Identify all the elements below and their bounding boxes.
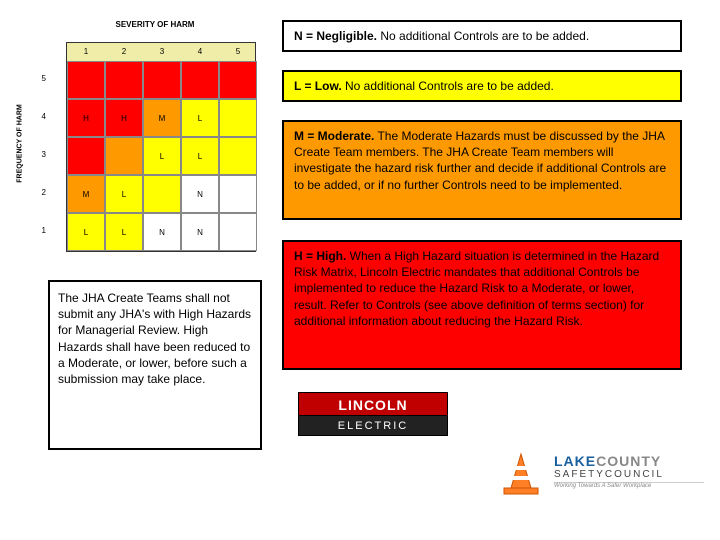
matrix-col-header: 2 <box>105 43 143 61</box>
matrix-cell: L <box>105 213 143 251</box>
jha-note-box: The JHA Create Teams shall not submit an… <box>48 280 262 450</box>
matrix-cell: N <box>143 213 181 251</box>
matrix-col-header: 5 <box>219 43 257 61</box>
lincoln-bot: ELECTRIC <box>298 416 448 436</box>
lake-l1a: LAKE <box>554 453 596 469</box>
def-moderate: M = Moderate. The Moderate Hazards must … <box>282 120 682 220</box>
matrix-cell <box>67 61 105 99</box>
lake-line1: LAKECOUNTY <box>554 454 704 469</box>
matrix-cell: H <box>105 99 143 137</box>
matrix-ylabel: FREQUENCY OF HARM <box>17 104 24 182</box>
risk-matrix: SEVERITY OF HARM FREQUENCY OF HARM 12345… <box>48 20 262 260</box>
matrix-cell <box>105 137 143 175</box>
lake-tagline: Working Towards A Safer Workplace <box>554 483 704 490</box>
def-low: L = Low. No additional Controls are to b… <box>282 70 682 102</box>
matrix-cell: N <box>181 213 219 251</box>
matrix-grid: 12345 HHMLLLMLNLLNN <box>66 42 256 252</box>
matrix-cell: L <box>105 175 143 213</box>
matrix-row-label: 1 <box>36 226 46 235</box>
lake-l1b: COUNTY <box>596 453 661 469</box>
matrix-row-label: 5 <box>36 74 46 83</box>
matrix-row: HHML <box>67 99 255 137</box>
matrix-col-header: 3 <box>143 43 181 61</box>
matrix-title: SEVERITY OF HARM <box>48 20 262 29</box>
matrix-col-header: 4 <box>181 43 219 61</box>
def-h-bold: H = High. <box>294 249 346 263</box>
def-high: H = High. When a High Hazard situation i… <box>282 240 682 370</box>
def-l-bold: L = Low. <box>294 79 342 93</box>
matrix-cell: L <box>181 137 219 175</box>
matrix-cell <box>105 61 143 99</box>
matrix-cell <box>219 99 257 137</box>
def-n-bold: N = Negligible. <box>294 29 377 43</box>
matrix-cell: L <box>143 137 181 175</box>
def-negligible: N = Negligible. No additional Controls a… <box>282 20 682 52</box>
lincoln-top: LINCOLN <box>298 392 448 416</box>
matrix-cell: M <box>143 99 181 137</box>
def-l-text: No additional Controls are to be added. <box>342 79 554 93</box>
matrix-row <box>67 61 255 99</box>
matrix-cell: L <box>181 99 219 137</box>
matrix-row: LLNN <box>67 213 255 251</box>
matrix-row-label: 3 <box>36 150 46 159</box>
matrix-cell: N <box>181 175 219 213</box>
matrix-cell <box>181 61 219 99</box>
matrix-row-label: 4 <box>36 112 46 121</box>
matrix-cell <box>143 61 181 99</box>
lake-county-logo: LAKECOUNTY SAFETYCOUNCIL Working Towards… <box>554 454 704 490</box>
matrix-cell <box>67 137 105 175</box>
matrix-row-label: 2 <box>36 188 46 197</box>
matrix-cell <box>219 213 257 251</box>
def-h-text: When a High Hazard situation is determin… <box>294 249 659 328</box>
traffic-cone-icon <box>496 448 546 498</box>
matrix-cell <box>219 137 257 175</box>
matrix-row: MLN <box>67 175 255 213</box>
matrix-row: LL <box>67 137 255 175</box>
def-m-bold: M = Moderate. <box>294 129 374 143</box>
matrix-cell: M <box>67 175 105 213</box>
matrix-cell: H <box>67 99 105 137</box>
lincoln-electric-logo: LINCOLN ELECTRIC <box>298 392 448 438</box>
matrix-cell <box>219 175 257 213</box>
def-n-text: No additional Controls are to be added. <box>377 29 589 43</box>
matrix-cell <box>143 175 181 213</box>
matrix-col-header: 1 <box>67 43 105 61</box>
lake-line2: SAFETYCOUNCIL <box>554 469 704 483</box>
matrix-cell <box>219 61 257 99</box>
matrix-cell: L <box>67 213 105 251</box>
